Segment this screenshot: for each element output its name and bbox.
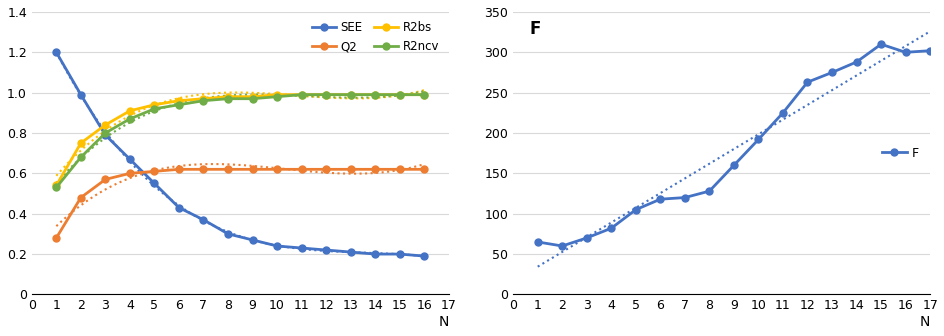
SEE: [369, 252, 380, 256]
Text: F: F: [530, 20, 541, 38]
R2ncv: [394, 93, 405, 97]
F: [703, 189, 715, 193]
Q2: [295, 167, 307, 171]
R2bs: [173, 99, 184, 103]
R2ncv: [173, 103, 184, 107]
F: [556, 244, 567, 248]
Q2: [124, 171, 135, 175]
R2bs: [100, 123, 111, 127]
Q2: [320, 167, 331, 171]
R2bs: [124, 109, 135, 113]
R2ncv: [418, 93, 430, 97]
SEE: [197, 218, 209, 222]
Line: Q2: Q2: [53, 166, 428, 241]
Line: R2ncv: R2ncv: [53, 91, 428, 191]
Q2: [197, 167, 209, 171]
R2bs: [148, 103, 160, 107]
Line: SEE: SEE: [53, 49, 428, 259]
Q2: [148, 169, 160, 173]
Q2: [394, 167, 405, 171]
R2ncv: [197, 99, 209, 103]
R2ncv: [271, 95, 282, 99]
SEE: [345, 250, 356, 254]
F: [874, 42, 885, 46]
R2bs: [246, 95, 258, 99]
F: [654, 197, 666, 201]
Legend: F: F: [876, 142, 923, 165]
F: [581, 236, 592, 240]
F: [825, 71, 836, 75]
SEE: [148, 181, 160, 185]
R2ncv: [51, 185, 62, 190]
SEE: [100, 133, 111, 137]
Q2: [271, 167, 282, 171]
X-axis label: N: N: [438, 315, 448, 329]
SEE: [246, 238, 258, 242]
R2bs: [394, 93, 405, 97]
R2ncv: [222, 97, 233, 101]
Q2: [369, 167, 380, 171]
F: [605, 226, 616, 230]
F: [899, 50, 910, 54]
F: [728, 163, 739, 167]
R2bs: [222, 95, 233, 99]
F: [801, 80, 812, 84]
F: [923, 49, 935, 53]
F: [679, 196, 690, 200]
F: [630, 208, 641, 212]
F: [531, 240, 543, 244]
R2ncv: [148, 107, 160, 111]
R2bs: [197, 97, 209, 101]
R2bs: [369, 93, 380, 97]
Legend: SEE, Q2, R2bs, R2ncv: SEE, Q2, R2bs, R2ncv: [309, 18, 443, 57]
SEE: [76, 93, 87, 97]
SEE: [295, 246, 307, 250]
SEE: [124, 157, 135, 161]
R2ncv: [246, 97, 258, 101]
SEE: [271, 244, 282, 248]
R2bs: [51, 183, 62, 187]
R2bs: [295, 93, 307, 97]
Q2: [173, 167, 184, 171]
Q2: [246, 167, 258, 171]
R2ncv: [320, 93, 331, 97]
R2bs: [271, 93, 282, 97]
X-axis label: N: N: [919, 315, 929, 329]
SEE: [320, 248, 331, 252]
R2bs: [320, 93, 331, 97]
R2bs: [418, 93, 430, 97]
F: [850, 60, 861, 64]
Q2: [51, 236, 62, 240]
Q2: [418, 167, 430, 171]
R2bs: [76, 141, 87, 145]
R2ncv: [295, 93, 307, 97]
R2ncv: [76, 155, 87, 159]
R2ncv: [124, 117, 135, 121]
Q2: [76, 196, 87, 200]
Line: R2bs: R2bs: [53, 91, 428, 189]
F: [777, 111, 788, 115]
Q2: [222, 167, 233, 171]
R2bs: [345, 93, 356, 97]
R2ncv: [345, 93, 356, 97]
Q2: [100, 177, 111, 181]
Q2: [345, 167, 356, 171]
SEE: [222, 232, 233, 236]
SEE: [51, 50, 62, 54]
SEE: [418, 254, 430, 258]
F: [752, 137, 764, 141]
R2ncv: [369, 93, 380, 97]
Line: F: F: [533, 41, 933, 249]
R2ncv: [100, 131, 111, 135]
SEE: [173, 206, 184, 210]
SEE: [394, 252, 405, 256]
